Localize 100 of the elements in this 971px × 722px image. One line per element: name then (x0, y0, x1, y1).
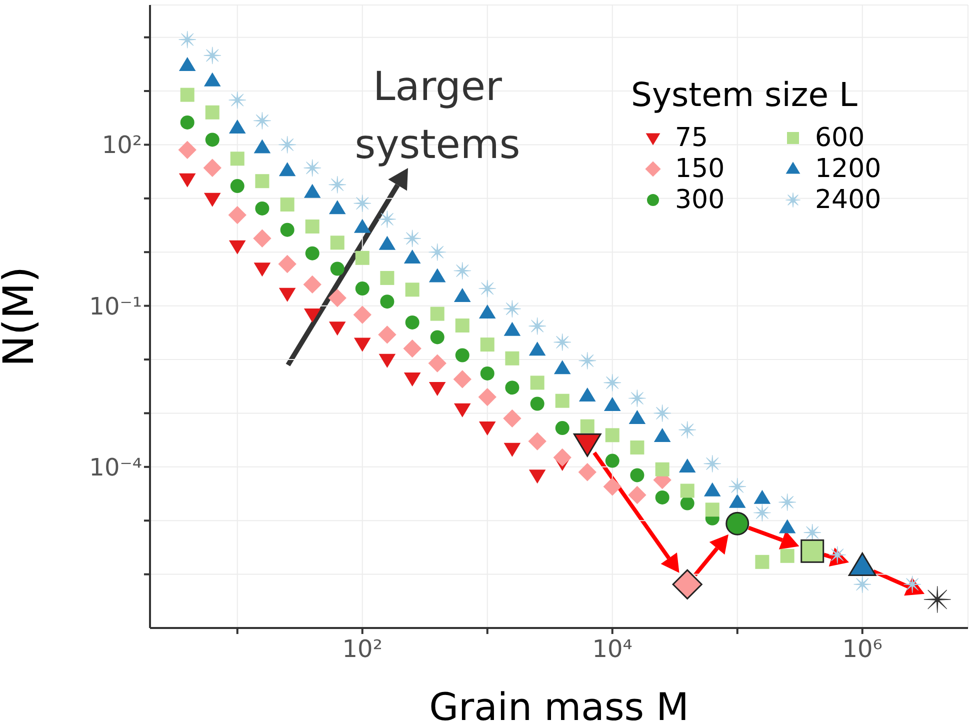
point (454, 403, 471, 418)
point (204, 46, 222, 64)
point (305, 246, 320, 260)
point (204, 192, 221, 207)
point (355, 282, 370, 296)
point (854, 576, 872, 594)
point (453, 370, 472, 388)
point (328, 176, 346, 194)
point (255, 174, 270, 188)
point (228, 206, 246, 224)
point (753, 504, 771, 522)
point (503, 409, 522, 428)
point (328, 200, 346, 214)
point (178, 173, 196, 188)
point (505, 351, 520, 366)
point (630, 468, 644, 482)
point (278, 136, 296, 154)
point (605, 428, 620, 442)
point (380, 294, 394, 309)
point (478, 304, 496, 318)
point (504, 300, 521, 318)
point (180, 88, 194, 102)
point (655, 490, 670, 504)
point (728, 494, 746, 508)
point (678, 421, 696, 439)
point (378, 236, 396, 250)
legend-label: 150 (675, 154, 725, 184)
point (755, 554, 770, 569)
point (330, 262, 344, 276)
point (428, 268, 446, 282)
point (580, 419, 594, 434)
point (555, 394, 570, 408)
annotation: Larger systems (354, 63, 522, 170)
point (828, 546, 846, 564)
point (728, 478, 746, 496)
legend-label: 300 (675, 184, 725, 214)
point (355, 250, 370, 265)
point (778, 494, 796, 511)
point (754, 490, 771, 504)
point (353, 306, 372, 324)
point (530, 396, 544, 411)
point (178, 30, 196, 48)
point (253, 229, 272, 248)
legend-label: 2400 (815, 184, 882, 214)
point (680, 496, 694, 510)
point (428, 382, 446, 396)
point (480, 366, 494, 380)
point (504, 442, 521, 457)
point (303, 275, 322, 294)
point (430, 330, 444, 344)
point (630, 440, 644, 454)
point (655, 462, 670, 476)
point (780, 548, 794, 563)
point (255, 201, 270, 216)
point (380, 270, 394, 285)
x-tick-label: 10⁶ (842, 635, 882, 664)
point (178, 140, 196, 160)
point (378, 326, 396, 344)
point (404, 230, 422, 248)
point (254, 112, 271, 130)
point (228, 240, 246, 254)
point (530, 376, 544, 390)
point (554, 334, 572, 351)
point (328, 288, 346, 308)
point (454, 288, 471, 302)
point (480, 338, 494, 352)
point (478, 388, 496, 406)
point (578, 388, 596, 402)
point (304, 184, 321, 198)
point (280, 198, 294, 212)
point (204, 72, 221, 86)
point (180, 115, 194, 130)
point (455, 318, 470, 332)
point (554, 360, 571, 374)
point (678, 458, 696, 473)
point (280, 222, 294, 237)
point (203, 158, 222, 178)
point (628, 410, 646, 424)
x-tick-label: 10² (342, 635, 382, 664)
point (455, 348, 470, 362)
point (304, 159, 322, 177)
point (505, 380, 520, 395)
legend-label: 600 (815, 122, 865, 152)
point (504, 322, 521, 336)
point (553, 448, 572, 467)
point (378, 354, 396, 368)
point (278, 288, 296, 302)
point (405, 315, 420, 330)
point (628, 390, 646, 407)
point (478, 280, 496, 298)
point (428, 243, 446, 261)
point (205, 105, 220, 120)
point (605, 454, 620, 468)
point (804, 524, 822, 542)
point (230, 179, 244, 194)
point (904, 576, 922, 594)
point (778, 519, 796, 534)
y-axis-title: N(M) (0, 266, 43, 367)
point (230, 152, 244, 166)
legend-label: 75 (675, 122, 708, 152)
